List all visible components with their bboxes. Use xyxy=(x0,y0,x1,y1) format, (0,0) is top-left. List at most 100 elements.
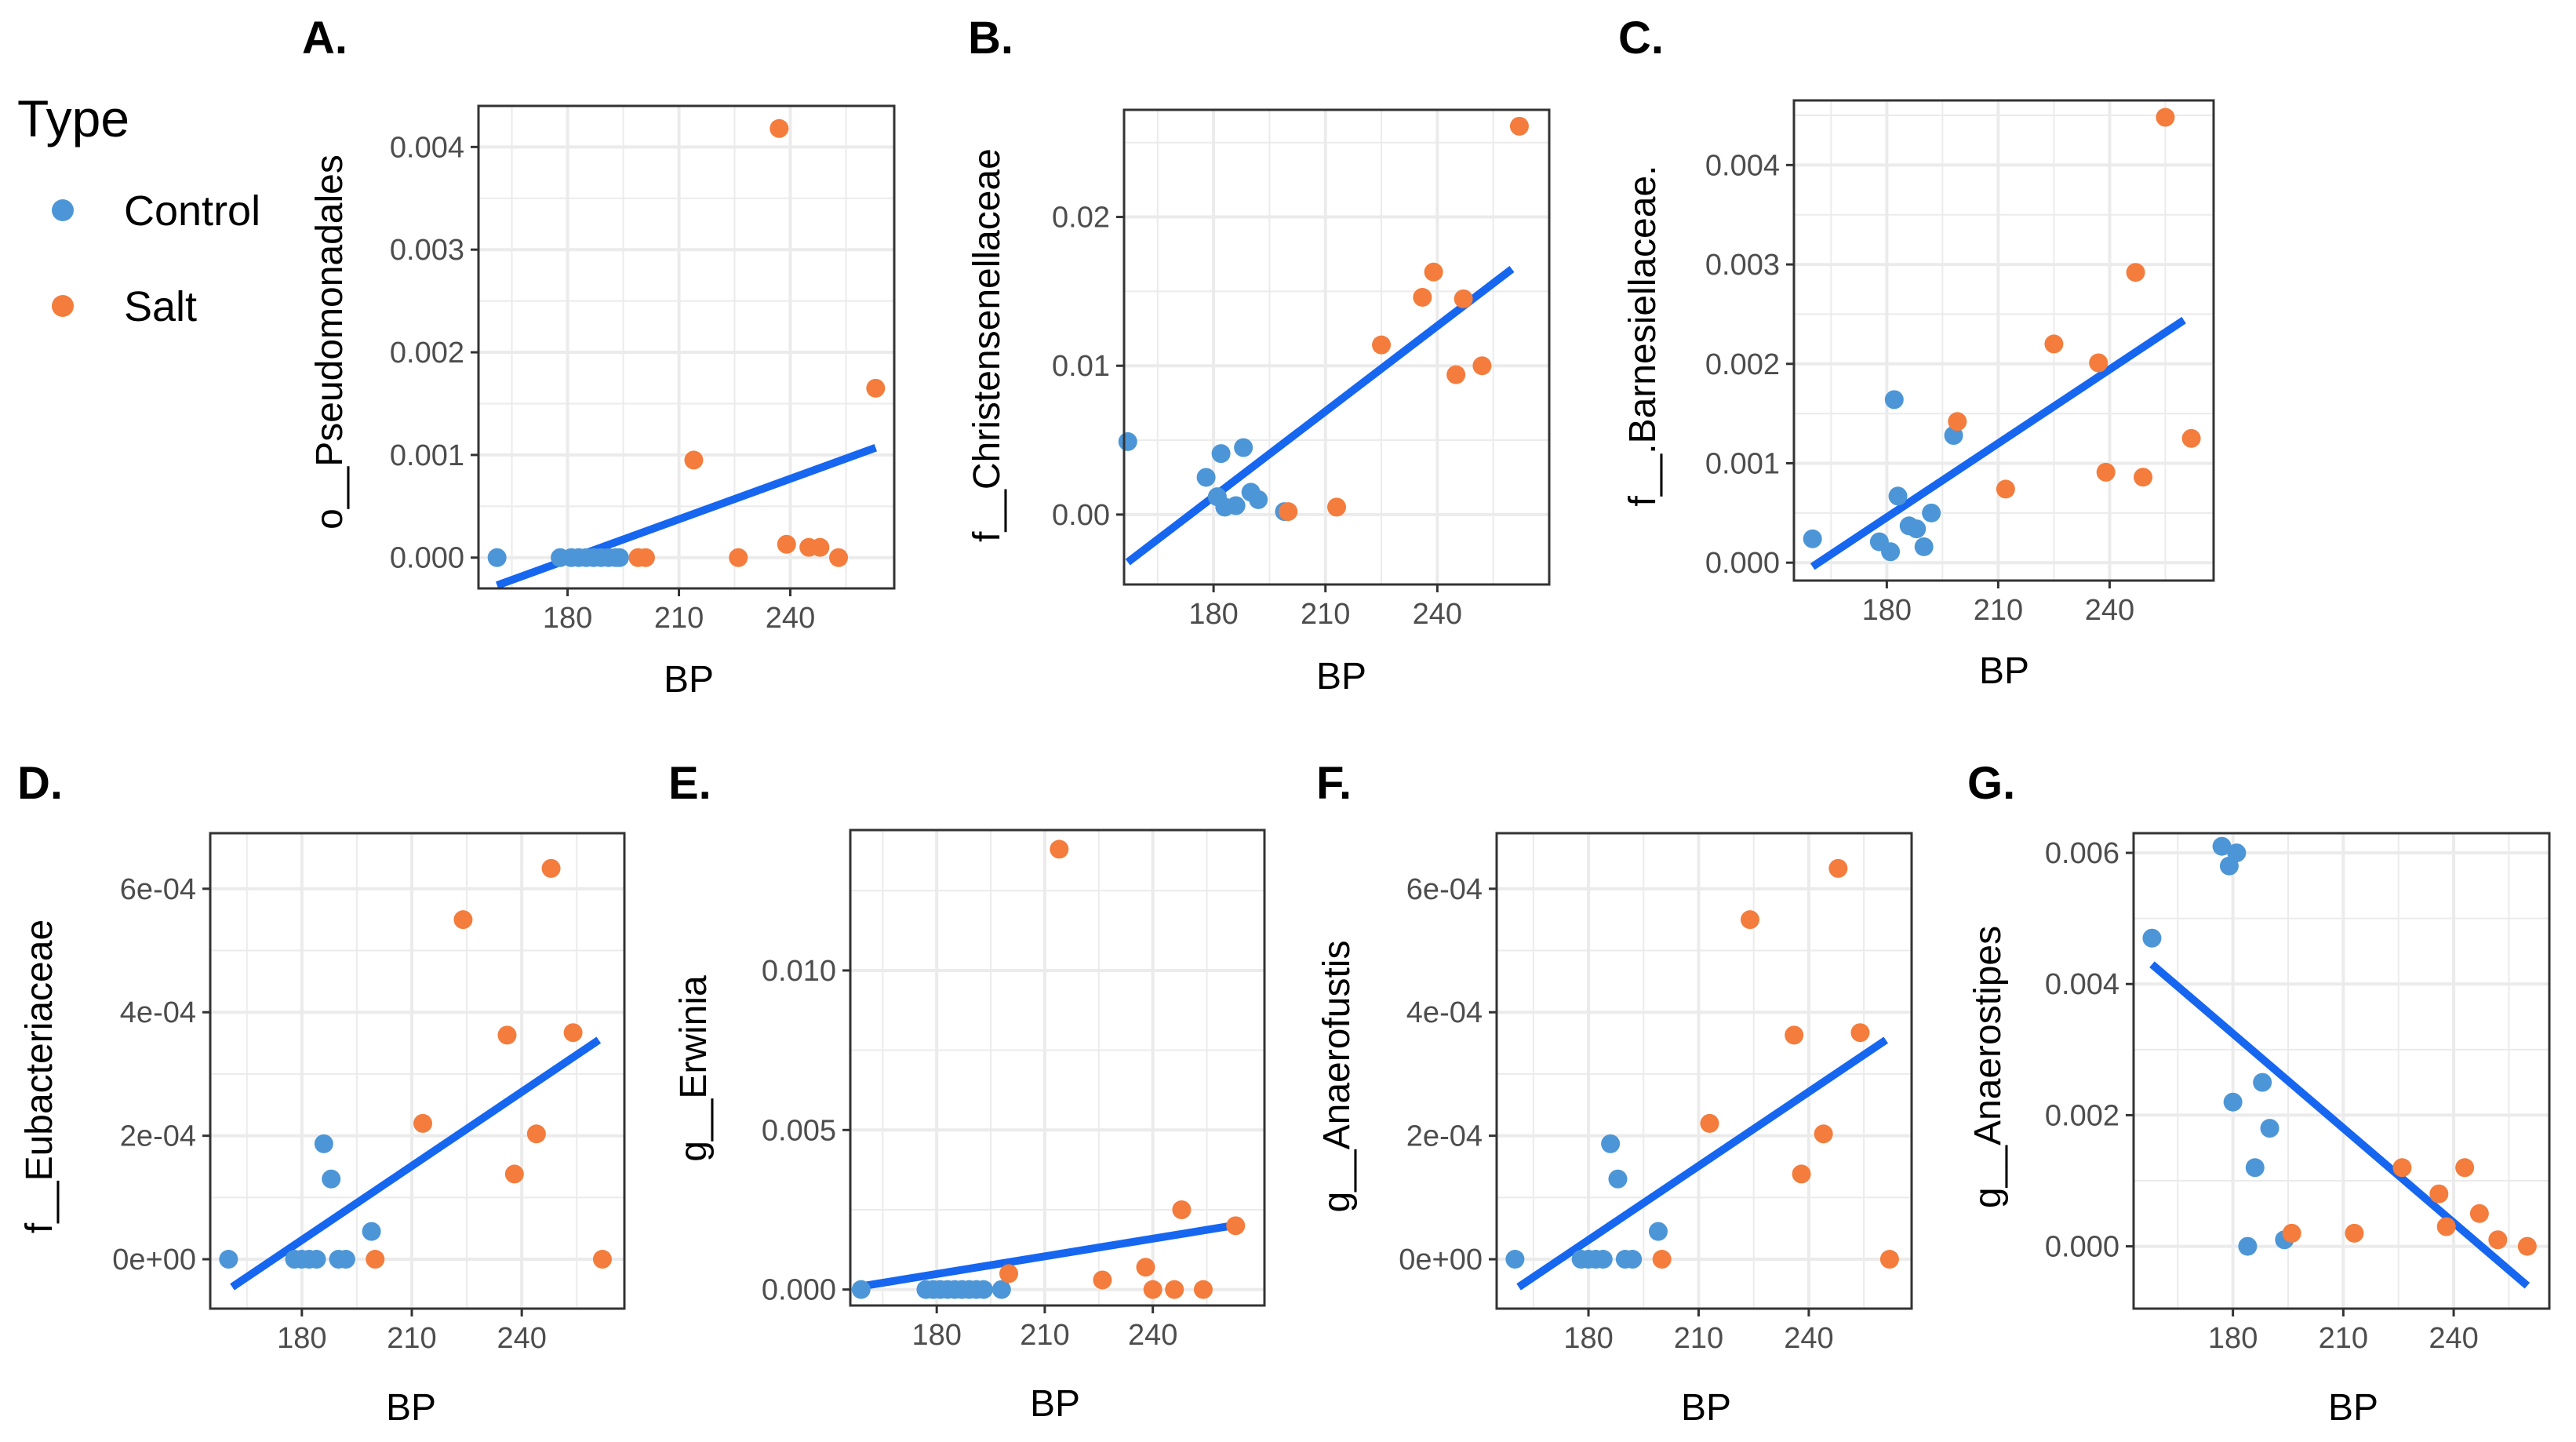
control-point xyxy=(1888,486,1908,506)
y-tick-label: 0.003 xyxy=(390,234,464,267)
salt-point xyxy=(504,1164,524,1184)
x-tick-label: 210 xyxy=(1674,1322,1723,1355)
salt-point xyxy=(1996,479,2015,499)
x-tick-label: 240 xyxy=(766,602,815,635)
x-tick-label: 180 xyxy=(1563,1322,1613,1355)
salt-point xyxy=(526,1124,546,1144)
salt-point xyxy=(829,548,849,567)
plot-area-f xyxy=(1495,832,1913,1310)
x-axis-title-e: BP xyxy=(1030,1383,1080,1425)
salt-point xyxy=(2469,1203,2489,1223)
y-tick-label: 4e-04 xyxy=(1406,996,1483,1029)
y-tick-label: 0.000 xyxy=(390,542,464,575)
salt-point xyxy=(2392,1158,2412,1178)
legend-salt-label: Salt xyxy=(124,283,197,330)
salt-point xyxy=(1327,497,1346,517)
y-tick-label: 0e+00 xyxy=(1399,1244,1483,1276)
major-grid-a xyxy=(478,106,894,588)
salt-point xyxy=(810,537,830,557)
regression-line-b xyxy=(1125,265,1515,566)
legend-control-label: Control xyxy=(124,188,260,235)
salt-point xyxy=(1792,1164,1811,1184)
salt-point xyxy=(2181,428,2201,448)
regression-line-c xyxy=(1810,316,2186,570)
x-tick-label: 240 xyxy=(1784,1322,1833,1355)
y-tick-label: 0.000 xyxy=(1705,547,1780,580)
x-tick-label: 180 xyxy=(1862,594,1912,627)
control-point xyxy=(2253,1072,2272,1092)
x-tick-label: 210 xyxy=(2319,1322,2368,1355)
y-tick-label: 0.004 xyxy=(1705,149,1780,182)
x-tick-label: 180 xyxy=(543,602,592,635)
salt-point xyxy=(1472,356,1492,376)
salt-point xyxy=(1741,910,1760,930)
y-axis-title-g: g__Anaerostipes xyxy=(1967,926,2009,1208)
x-tick-label: 180 xyxy=(1188,598,1238,631)
y-axis-title-a: o__Pseudomonadales xyxy=(309,155,351,530)
panel-d: D. BP f__Eubacteriaceae 180 210 240 0e+00 2e… xyxy=(17,758,626,1429)
plot-area-b xyxy=(1118,108,1551,586)
x-tick-label: 180 xyxy=(911,1319,961,1352)
control-point xyxy=(362,1222,381,1241)
control-point xyxy=(1623,1250,1643,1269)
salt-point xyxy=(635,548,655,567)
salt-point xyxy=(541,858,561,878)
control-point xyxy=(1881,542,1901,562)
x-tick-label: 240 xyxy=(1128,1319,1177,1352)
plot-border-e xyxy=(849,828,1266,1307)
y-tick-label: 0.001 xyxy=(390,439,464,472)
plot-border-b xyxy=(1122,108,1551,586)
x-tick-label: 240 xyxy=(497,1322,546,1355)
panel-letter-d: D. xyxy=(17,758,63,809)
panel-letter-c: C. xyxy=(1618,13,1664,64)
major-grid-d xyxy=(210,833,624,1309)
control-point xyxy=(322,1169,341,1189)
salt-point xyxy=(684,450,704,470)
salt-point xyxy=(1413,287,1432,307)
y-axis-title-f: g__Anaerofustis xyxy=(1316,941,1358,1213)
salt-point xyxy=(1850,1023,1870,1043)
y-tick-label: 0e+00 xyxy=(112,1244,196,1276)
plot-area-a xyxy=(477,104,896,590)
salt-point xyxy=(2455,1158,2475,1178)
panel-c: C. BP f__.Barnesiellaceae. 180 210 240 0.00… xyxy=(1618,13,2215,692)
salt-point xyxy=(1050,839,1069,859)
salt-point xyxy=(1226,1216,1246,1236)
control-point xyxy=(2142,928,2162,948)
control-point xyxy=(991,1280,1011,1299)
x-tick-label: 210 xyxy=(387,1322,436,1355)
control-point xyxy=(1922,503,1941,523)
x-tick-label: 240 xyxy=(2429,1322,2478,1355)
plot-background-e xyxy=(850,830,1264,1305)
salt-point xyxy=(1165,1280,1184,1299)
x-axis-title-b: BP xyxy=(1316,656,1366,697)
plot-border-a xyxy=(477,104,896,590)
salt-point xyxy=(1828,858,1848,878)
salt-point xyxy=(1879,1250,1899,1269)
legend-control-key xyxy=(52,199,74,221)
x-tick-label: 180 xyxy=(277,1322,326,1355)
salt-point xyxy=(2436,1217,2456,1236)
y-tick-label: 0.001 xyxy=(1705,447,1780,480)
y-axis-title-c: f__.Barnesiellaceae. xyxy=(1622,166,1664,507)
x-axis-title-f: BP xyxy=(1681,1387,1731,1429)
salt-point xyxy=(1509,116,1529,136)
salt-point xyxy=(1814,1124,1833,1144)
salt-point xyxy=(2096,462,2116,482)
salt-point xyxy=(1948,412,1967,432)
control-point xyxy=(1234,438,1253,457)
y-axis-title-b: f__Christensenellaceae xyxy=(966,148,1008,542)
control-point xyxy=(1196,468,1216,487)
salt-point xyxy=(2089,353,2108,373)
salt-point xyxy=(1652,1250,1672,1269)
panel-g: G. BP g__Anaerostipes 180 210 240 0.000 0.00… xyxy=(1967,758,2551,1429)
major-grid-c xyxy=(1794,100,2214,581)
y-tick-label: 0.002 xyxy=(1705,348,1780,381)
control-point xyxy=(1226,496,1246,515)
y-tick-label: 0.004 xyxy=(2045,968,2119,1001)
salt-point xyxy=(1424,262,1443,282)
control-point xyxy=(2223,1092,2243,1112)
salt-point xyxy=(1093,1270,1112,1290)
control-point xyxy=(219,1250,238,1269)
ticks-c: 180 210 240 0.000 0.001 0.002 0.003 0.004 xyxy=(1705,149,2134,627)
